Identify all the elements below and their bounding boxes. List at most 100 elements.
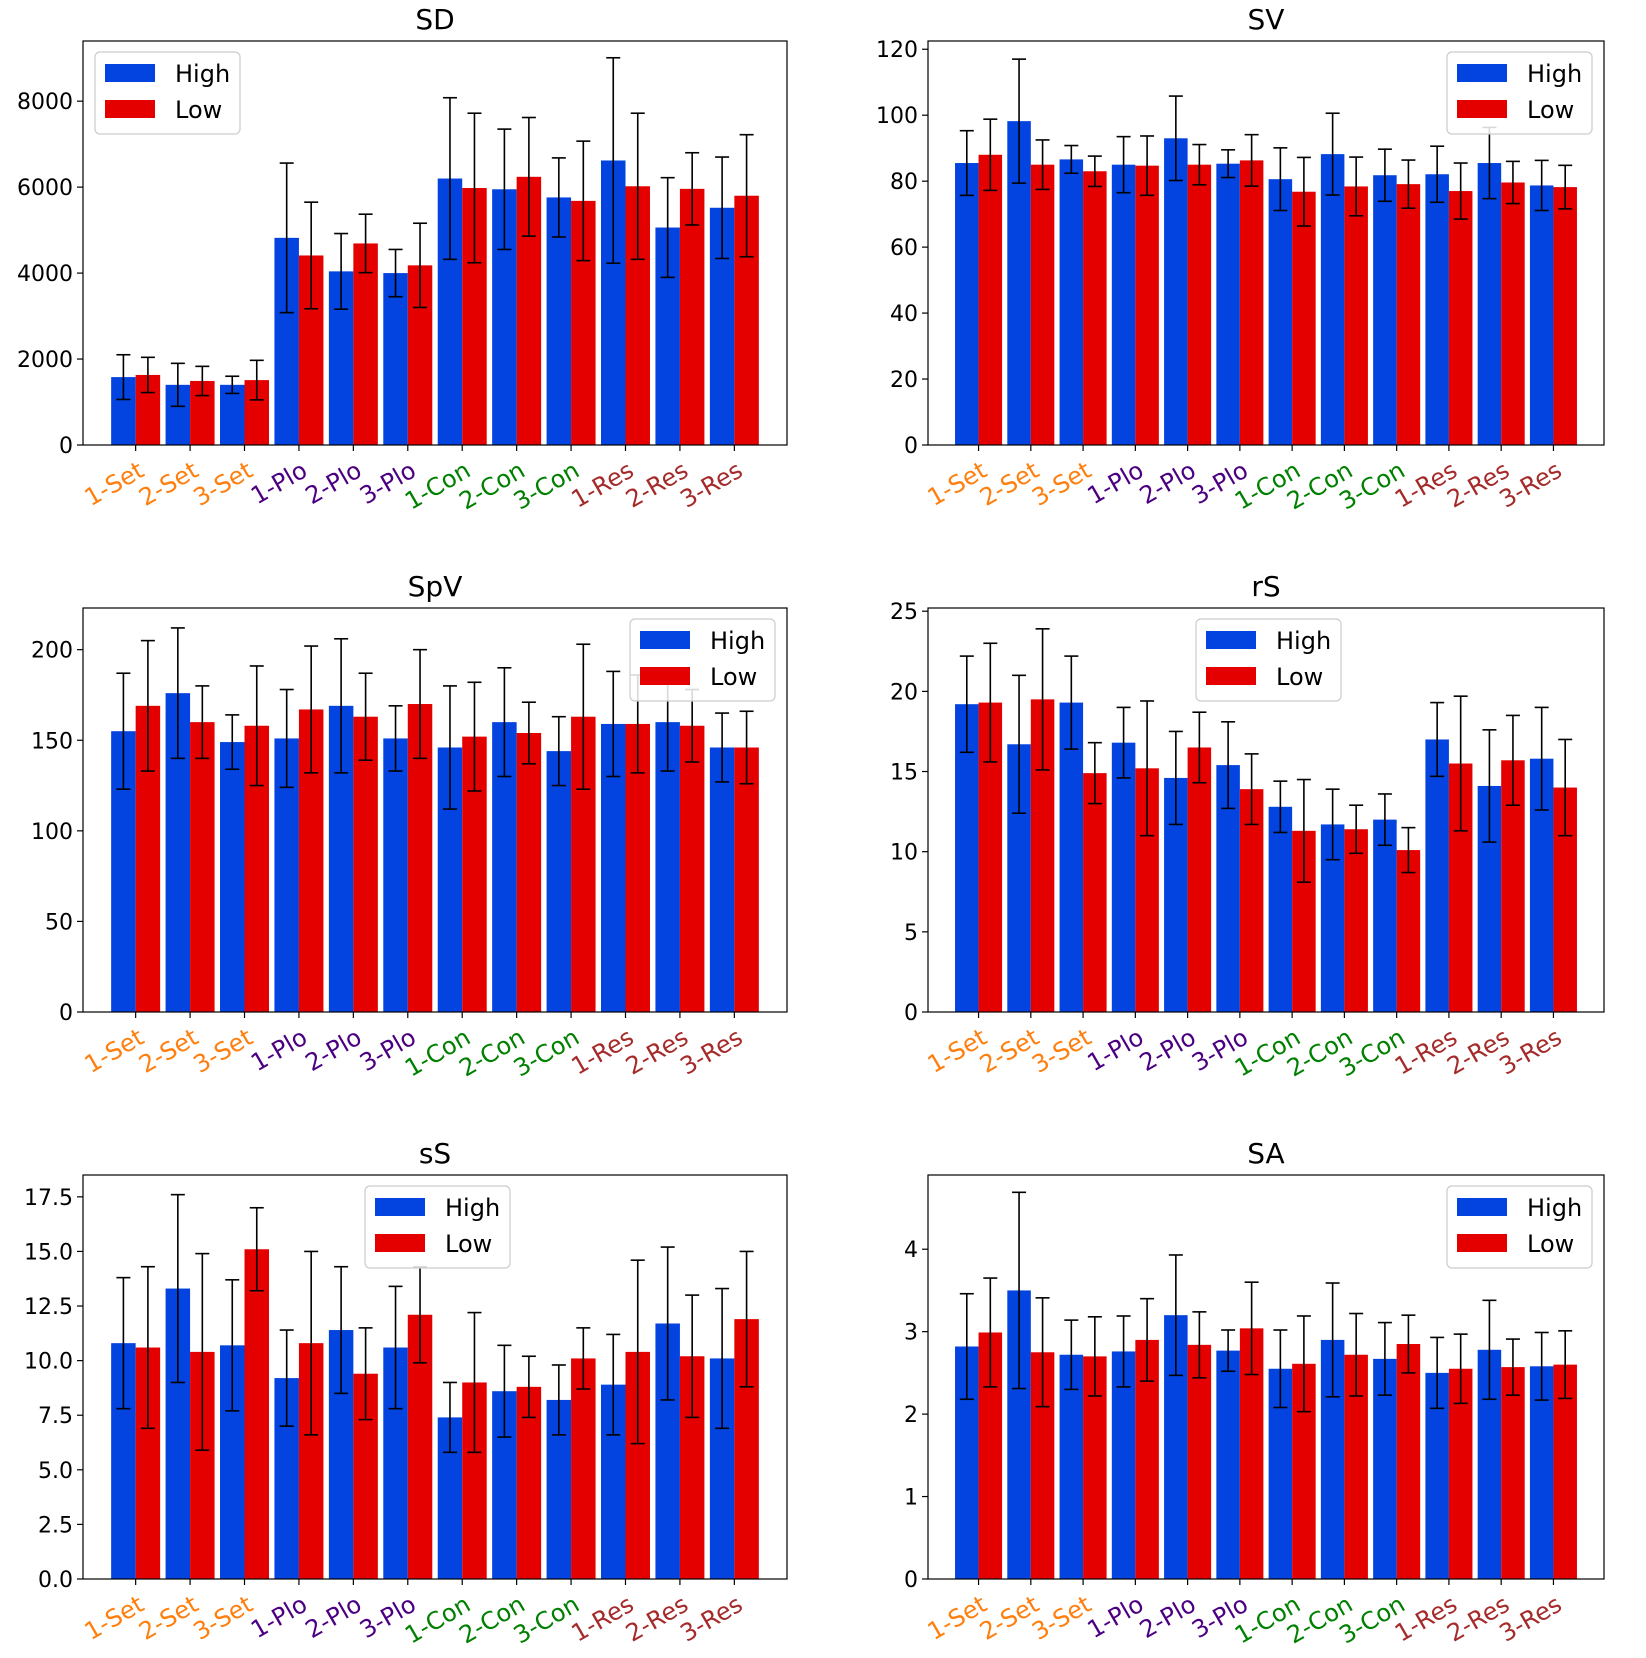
bar-low-2-Plo xyxy=(1187,747,1212,1012)
error-bar-low-1-Set xyxy=(140,639,155,772)
error-bar-high-2-Res xyxy=(1482,1299,1497,1401)
error-bar-low-2-Con xyxy=(521,1355,536,1419)
bar-low-3-Res xyxy=(1553,1364,1577,1579)
x-tick-label: 3-Res xyxy=(1495,1590,1567,1648)
chart-panel-SV: SV1-Set2-Set3-Set1-Plo2-Plo3-Plo1-Con2-C… xyxy=(876,3,1605,515)
error-bar-high-2-Plo xyxy=(1168,730,1183,826)
error-bar-high-3-Res xyxy=(715,1287,730,1430)
error-bar-low-1-Set xyxy=(983,118,998,192)
y-tick-label: 20 xyxy=(890,680,918,705)
bar-low-2-Con xyxy=(1344,1354,1368,1579)
y-tick-label: 10.0 xyxy=(24,1350,73,1375)
bar-low-1-Plo xyxy=(1135,768,1159,1012)
error-bar-high-1-Set xyxy=(116,1276,131,1410)
bar-high-3-Set xyxy=(1059,702,1084,1012)
error-bar-low-2-Set xyxy=(1035,1297,1050,1408)
y-tick-label: 5.0 xyxy=(38,1459,73,1484)
bar-low-1-Res xyxy=(1448,763,1473,1012)
error-bar-high-2-Con xyxy=(497,128,512,251)
legend-swatch-high xyxy=(1457,64,1507,82)
bar-high-3-Plo xyxy=(1216,1350,1240,1579)
error-bar-low-2-Res xyxy=(1505,714,1520,806)
bar-high-3-Plo xyxy=(383,738,408,1012)
y-tick-label: 8000 xyxy=(17,90,73,115)
x-tick-label: 3-Res xyxy=(676,1590,748,1648)
error-bar-low-3-Plo xyxy=(413,648,428,760)
error-bar-high-2-Plo xyxy=(334,1265,349,1395)
bar-high-1-Res xyxy=(1425,174,1449,445)
error-bar-high-3-Res xyxy=(715,156,730,260)
chart-title: rS xyxy=(1251,570,1280,603)
error-bar-low-3-Set xyxy=(1087,1316,1102,1397)
error-bar-high-1-Con xyxy=(442,1381,457,1454)
error-bar-low-3-Con xyxy=(1401,1314,1416,1374)
legend-label-high: High xyxy=(445,1194,500,1222)
error-bar-low-2-Plo xyxy=(358,672,373,761)
x-tick-label: 1-Plo xyxy=(246,1023,312,1077)
error-bar-low-1-Plo xyxy=(1140,700,1155,837)
chart-title: sS xyxy=(419,1137,451,1170)
legend-label-high: High xyxy=(1527,60,1582,88)
bar-low-1-Con xyxy=(1292,191,1316,445)
error-bar-high-2-Res xyxy=(660,176,675,279)
chart-panel-SA: SA1-Set2-Set3-Set1-Plo2-Plo3-Plo1-Con2-C… xyxy=(904,1137,1605,1649)
legend-swatch-low xyxy=(640,667,690,685)
y-tick-label: 0 xyxy=(59,1001,73,1026)
error-bar-high-2-Set xyxy=(170,627,185,760)
error-bar-low-3-Set xyxy=(1087,741,1102,805)
y-tick-label: 100 xyxy=(876,104,918,129)
error-bar-high-3-Res xyxy=(1534,159,1549,212)
error-bar-high-3-Plo xyxy=(1221,1329,1236,1373)
axes-frame xyxy=(82,40,788,446)
bar-low-2-Res xyxy=(1501,760,1525,1012)
error-bar-low-3-Con xyxy=(576,140,591,262)
error-bar-low-3-Res xyxy=(1558,738,1573,837)
chart-title: SV xyxy=(1248,3,1285,36)
error-bar-low-3-Plo xyxy=(1244,753,1259,826)
legend-label-low: Low xyxy=(1527,96,1574,124)
error-bar-low-1-Set xyxy=(140,1265,155,1430)
y-tick-label: 50 xyxy=(45,910,73,935)
error-bar-high-3-Set xyxy=(1064,144,1079,175)
error-bar-low-1-Set xyxy=(983,1277,998,1388)
error-bar-low-1-Con xyxy=(467,1311,482,1454)
x-tick-label: 1-Plo xyxy=(246,1590,312,1644)
y-tick-label: 1 xyxy=(904,1486,918,1511)
y-tick-label: 0 xyxy=(59,434,73,459)
chart-title: SD xyxy=(415,3,454,36)
error-bar-low-3-Plo xyxy=(413,222,428,309)
bar-high-3-Res xyxy=(1529,185,1554,445)
y-tick-label: 20 xyxy=(890,368,918,393)
bar-low-1-Plo xyxy=(1135,1339,1159,1579)
error-bar-low-3-Set xyxy=(249,665,264,787)
error-bar-high-3-Plo xyxy=(1221,721,1236,810)
bar-high-3-Con xyxy=(1373,1358,1397,1579)
y-tick-label: 17.5 xyxy=(24,1186,73,1211)
error-bar-high-1-Set xyxy=(116,353,131,401)
bar-low-2-Res xyxy=(1501,182,1525,445)
error-bar-high-2-Set xyxy=(170,362,185,408)
error-bar-low-2-Plo xyxy=(1192,711,1207,784)
y-tick-label: 0 xyxy=(904,1001,918,1026)
error-bar-high-3-Con xyxy=(1377,793,1392,847)
error-bar-high-3-Plo xyxy=(388,248,403,298)
error-bar-low-1-Con xyxy=(467,112,482,264)
bar-low-2-Con xyxy=(1344,829,1368,1012)
error-bar-high-3-Con xyxy=(551,715,566,787)
legend-label-high: High xyxy=(710,627,765,655)
y-tick-label: 0.0 xyxy=(38,1568,73,1593)
x-tick-label: 3-Res xyxy=(676,1023,748,1081)
error-bar-low-3-Con xyxy=(1401,159,1416,210)
error-bar-low-1-Plo xyxy=(1140,135,1155,197)
error-bar-high-1-Res xyxy=(1430,145,1445,204)
error-bar-low-1-Con xyxy=(1296,1315,1311,1413)
error-bar-high-3-Res xyxy=(1534,1331,1549,1401)
bar-high-3-Plo xyxy=(1216,765,1240,1012)
bar-high-2-Res xyxy=(1477,163,1502,446)
legend: High Low xyxy=(1195,618,1342,702)
error-bar-low-1-Con xyxy=(467,681,482,792)
error-bar-low-1-Con xyxy=(1296,778,1311,883)
bar-low-1-Res xyxy=(1448,191,1473,445)
error-bar-high-3-Set xyxy=(1064,655,1079,750)
y-tick-label: 25 xyxy=(890,600,918,625)
